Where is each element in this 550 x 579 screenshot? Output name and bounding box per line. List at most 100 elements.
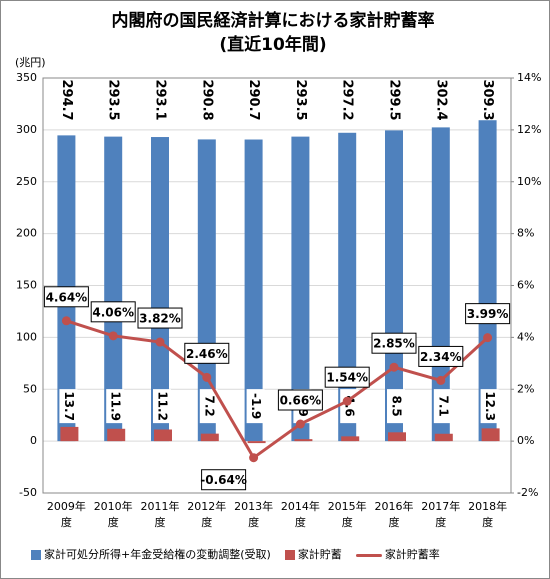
legend-label: 家計貯蓄率 [384,548,440,561]
label-bg [480,389,499,424]
line-value-label: -0.64% [200,473,247,487]
bar [104,136,123,442]
legend-label: 家計可処分所得+年金受給権の変動調整(受取) [44,548,271,561]
bar [247,441,266,444]
value-label-box [90,301,136,323]
legend-item: 家計可処分所得+年金受給権の変動調整(受取) [31,546,271,562]
y-tick-label: 50 [23,382,37,395]
bar-value-label: 290.8 [199,79,214,120]
y-tick-label: 100 [16,330,37,343]
y2-tick-label: -2% [517,486,538,499]
y-tick-label: 300 [16,123,37,136]
bar [478,120,497,442]
bar-value-label: 293.1 [153,79,168,120]
value-label-box [277,389,323,411]
x-tick-label: 2018年 度 [468,500,508,529]
bar-value-label: 13.7 [62,391,76,421]
y-tick-label: 350 [16,71,37,84]
bar [434,433,453,442]
line-point [155,337,165,347]
y2-tick-label: 6% [517,279,534,292]
x-tick-label: 2016年 度 [374,500,414,529]
legend-item: 家計貯蓄 [284,546,342,562]
line-value-label: 4.64% [46,290,88,304]
x-tick-label: 2017年 度 [421,500,461,529]
y-tick-label: 200 [16,227,37,240]
bar [481,428,500,442]
value-label-box [418,345,464,367]
y2-tick-label: 14% [517,71,541,84]
bar-value-label: 294.7 [59,79,74,120]
bar [338,132,357,442]
bar [294,439,313,442]
line-point [61,316,71,326]
bar-value-label: 299.5 [387,79,402,120]
line-point [249,453,259,463]
bar-value-label: 309.3 [480,79,495,120]
y-axis-label: (兆円) [15,56,46,69]
line [65,319,489,460]
bar-value-label: 293.5 [106,79,121,120]
bar-value-label: 290.7 [246,79,261,120]
line-value-label: 2.34% [420,350,462,364]
value-label-box [465,303,511,325]
bar-value-label: -1.9 [249,393,263,419]
value-label-box [371,332,417,354]
bar [341,436,360,442]
line-point [342,396,352,406]
label-bg [387,389,405,424]
value-label-box [201,469,247,491]
legend-item: 家計貯蓄率 [355,546,440,562]
bar [291,136,310,442]
legend-swatch [355,553,382,557]
value-label-box [184,342,230,364]
legend-label: 家計貯蓄 [297,548,342,561]
bar [154,429,172,442]
y2-tick-label: 8% [517,227,534,240]
y2-tick-label: 0% [517,434,534,447]
bar-value-label: 11.9 [109,391,123,421]
line-value-label: 3.99% [467,307,509,321]
legend-swatch [31,550,41,560]
bar-value-label: 302.4 [433,79,448,120]
y-tick-label: -50 [19,486,37,499]
line-value-label: 1.54% [326,371,368,385]
line-point [295,419,305,429]
y-tick-label: 150 [16,279,37,292]
bar-value-label: 293.5 [293,79,308,120]
line-point [202,372,212,382]
line-value-label: 2.46% [186,347,228,361]
y-tick-label: 0 [30,434,37,447]
x-tick-label: 2012年 度 [187,500,227,529]
y2-tick-label: 10% [517,175,541,188]
y2-tick-label: 2% [517,382,534,395]
label-bg [59,389,78,424]
line-point [108,331,118,341]
x-tick-label: 2009年 度 [46,500,86,529]
value-label-box [324,366,370,388]
line-value-label: 4.06% [92,305,134,319]
label-bg [433,389,452,424]
value-label-box [137,307,183,329]
x-tick-label: 2015年 度 [327,500,367,529]
label-bg [199,389,218,424]
bar [388,432,406,442]
label-bg [106,389,125,424]
label-bg [246,389,265,424]
y2-tick-label: 12% [517,123,541,136]
label-bg [153,389,171,424]
line-value-label: 2.85% [373,337,415,351]
bar-value-label: 8.5 [390,395,404,416]
legend-swatch [284,550,295,560]
bar [60,426,79,442]
x-tick-label: 2014年 度 [280,500,320,529]
line-value-label: 0.66% [280,394,322,408]
chart-title: 内閣府の国民経済計算における家計貯蓄率 [112,10,435,31]
line-point [436,375,446,385]
y2-tick-label: 4% [517,330,534,343]
bar-value-label: 12.3 [483,391,497,421]
chart-subtitle: (直近10年間) [219,34,326,55]
plot-frame [42,77,512,494]
bar-value-label: 7.1 [436,395,450,416]
